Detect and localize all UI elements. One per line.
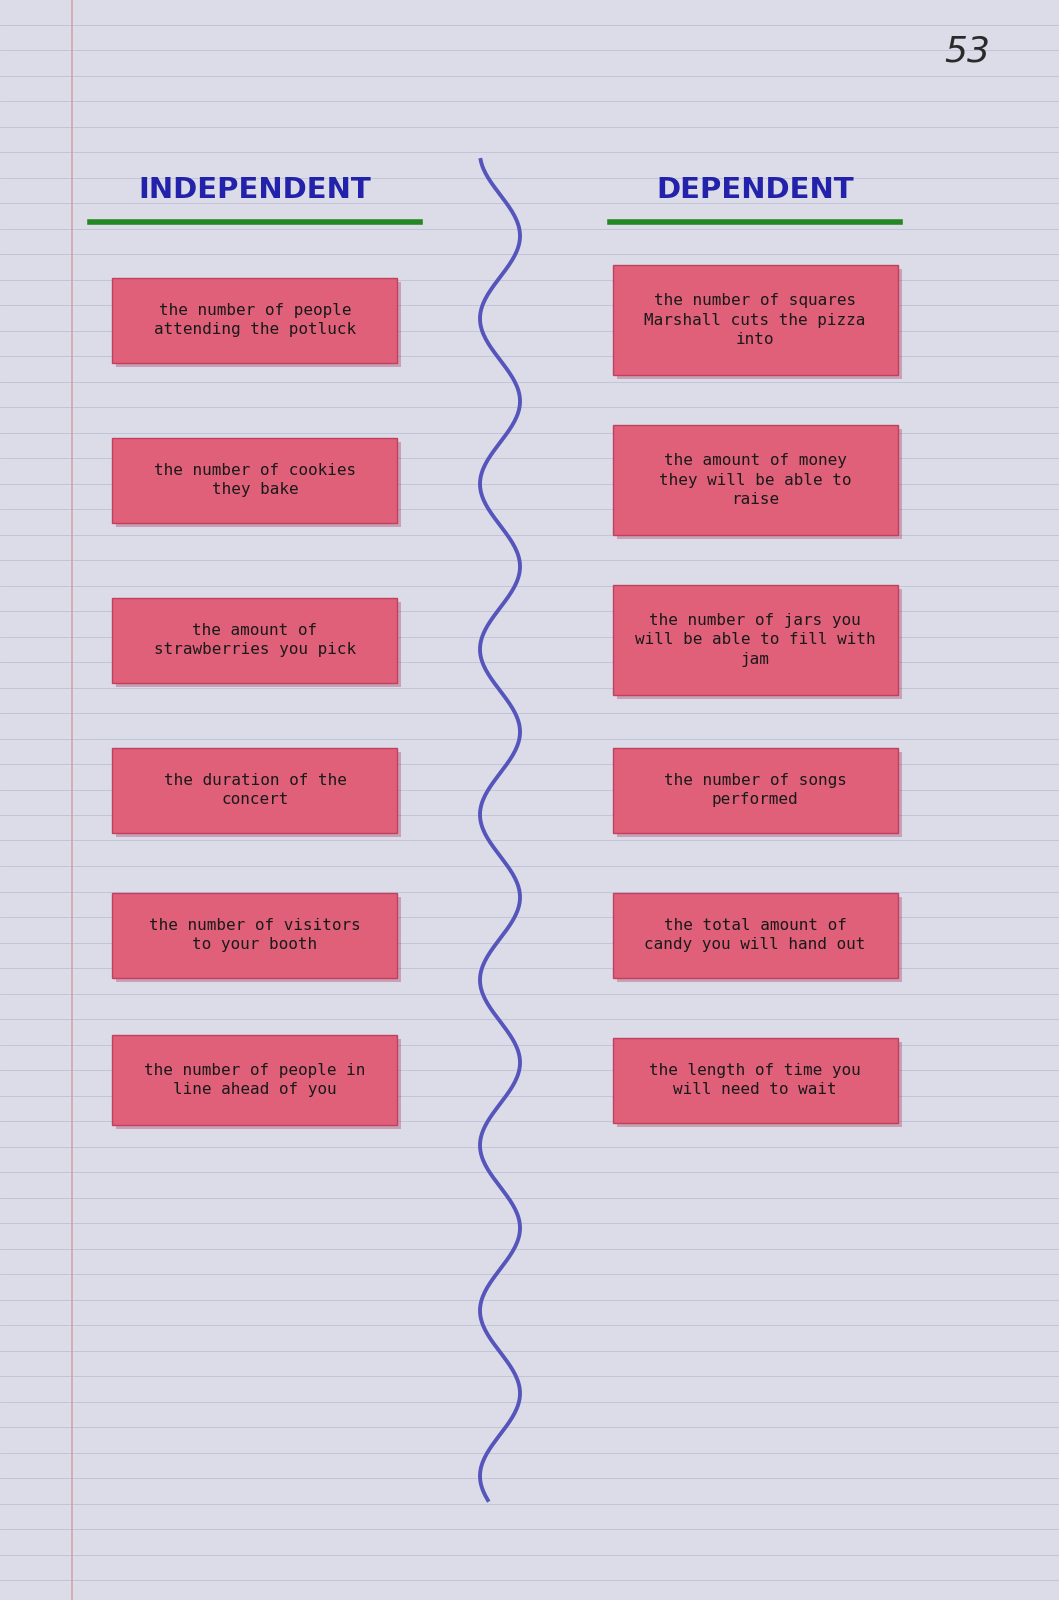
FancyBboxPatch shape: [112, 893, 397, 978]
Text: the number of songs
performed: the number of songs performed: [664, 773, 846, 808]
FancyBboxPatch shape: [616, 752, 901, 837]
FancyBboxPatch shape: [616, 589, 901, 699]
FancyBboxPatch shape: [612, 266, 897, 374]
Text: the number of jars you
will be able to fill with
jam: the number of jars you will be able to f…: [634, 613, 876, 667]
FancyBboxPatch shape: [612, 426, 897, 534]
FancyBboxPatch shape: [116, 752, 401, 837]
Text: the amount of
strawberries you pick: the amount of strawberries you pick: [154, 622, 356, 658]
Text: 53: 53: [944, 35, 990, 69]
FancyBboxPatch shape: [112, 277, 397, 363]
Text: the number of cookies
they bake: the number of cookies they bake: [154, 462, 356, 498]
FancyBboxPatch shape: [616, 896, 901, 981]
FancyBboxPatch shape: [116, 896, 401, 981]
FancyBboxPatch shape: [112, 597, 397, 683]
FancyBboxPatch shape: [116, 602, 401, 686]
FancyBboxPatch shape: [612, 747, 897, 832]
FancyBboxPatch shape: [612, 1037, 897, 1123]
Text: the duration of the
concert: the duration of the concert: [163, 773, 346, 808]
Text: the amount of money
they will be able to
raise: the amount of money they will be able to…: [659, 453, 851, 507]
Text: the number of visitors
to your booth: the number of visitors to your booth: [149, 918, 361, 952]
FancyBboxPatch shape: [116, 282, 401, 366]
Text: DEPENDENT: DEPENDENT: [657, 176, 854, 203]
FancyBboxPatch shape: [612, 893, 897, 978]
Text: the total amount of
candy you will hand out: the total amount of candy you will hand …: [644, 918, 865, 952]
Text: the number of squares
Marshall cuts the pizza
into: the number of squares Marshall cuts the …: [644, 293, 865, 347]
FancyBboxPatch shape: [116, 442, 401, 526]
FancyBboxPatch shape: [616, 1042, 901, 1126]
FancyBboxPatch shape: [112, 437, 397, 523]
FancyBboxPatch shape: [616, 269, 901, 379]
FancyBboxPatch shape: [616, 429, 901, 539]
FancyBboxPatch shape: [112, 747, 397, 832]
Text: the length of time you
will need to wait: the length of time you will need to wait: [649, 1062, 861, 1098]
FancyBboxPatch shape: [116, 1038, 401, 1130]
FancyBboxPatch shape: [612, 586, 897, 694]
FancyBboxPatch shape: [112, 1035, 397, 1125]
Text: the number of people
attending the potluck: the number of people attending the potlu…: [154, 302, 356, 338]
Text: the number of people in
line ahead of you: the number of people in line ahead of yo…: [144, 1062, 365, 1098]
Text: INDEPENDENT: INDEPENDENT: [139, 176, 372, 203]
